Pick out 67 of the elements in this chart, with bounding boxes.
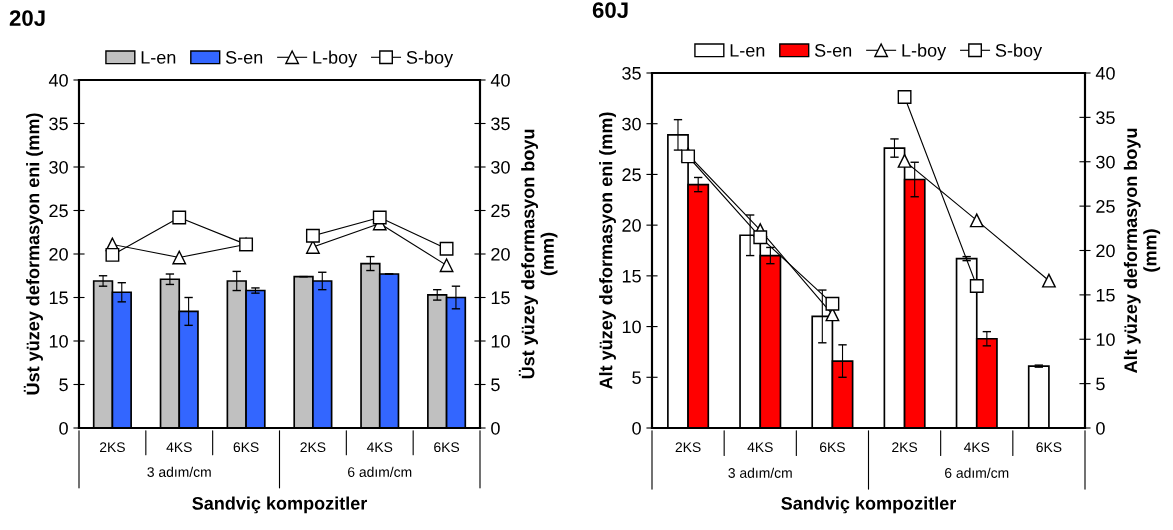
y-tick-label: 0 <box>632 421 641 435</box>
y2-tick-label: 5 <box>491 378 500 392</box>
y2-tick-label: 25 <box>491 204 510 218</box>
y2-tick-label: 35 <box>1096 111 1115 125</box>
chart-title: 60J <box>592 2 628 18</box>
legend-label: S-boy <box>406 50 454 68</box>
y2-tick-label: 10 <box>491 334 510 348</box>
y-tick-label: 35 <box>49 117 68 131</box>
legend-label: S-boy <box>995 43 1043 61</box>
text: 6 adım/cm <box>348 466 412 477</box>
y2-tick-label: 0 <box>1096 421 1105 435</box>
legend-label: S-en <box>814 44 852 57</box>
y-tick-label: 30 <box>49 160 68 174</box>
chart-title: 20J <box>9 10 45 26</box>
y2-tick-label: 15 <box>1096 289 1115 302</box>
y-tick-label: 15 <box>622 269 641 283</box>
y-axis-title: Alt yüzey deformasyon eni (mm) <box>599 112 616 389</box>
y-tick-label: 10 <box>49 334 68 348</box>
text: 3 adım/cm <box>147 466 211 477</box>
x-tick-label: 2KS <box>892 442 918 453</box>
y-tick-label: 20 <box>49 247 68 261</box>
x-axis-title: Sandviç kompozitler <box>192 496 368 514</box>
y-axis-title: Üst yüzey deformasyon eni (mm) <box>23 113 43 395</box>
y2-tick-label: 0 <box>491 421 500 435</box>
x-tick-label: 6KS <box>233 442 259 453</box>
y2-tick-label: 40 <box>1095 66 1115 80</box>
text: 6 adım/cm <box>945 467 1009 478</box>
y-tick-label: 10 <box>622 320 641 334</box>
y2-tick-label: 25 <box>1096 200 1115 213</box>
x-tick-label: 2KS <box>300 442 326 453</box>
x-tick-label: 6KS <box>434 442 460 453</box>
y2-tick-label: 20 <box>491 247 510 261</box>
x-tick-label: 4KS <box>747 442 773 453</box>
y-tick-label: 5 <box>59 378 68 392</box>
y-tick-label: 0 <box>59 421 68 435</box>
y2-tick-label: 30 <box>1096 155 1115 169</box>
x-axis-title: Sandviç kompozitler <box>781 496 957 514</box>
y-tick-label: 20 <box>622 219 641 232</box>
y-tick-label: 35 <box>622 66 641 80</box>
legend-label: L-en <box>141 51 176 64</box>
text: 3 adım/cm <box>728 467 792 478</box>
x-tick-label: 4KS <box>166 442 192 453</box>
legend-label: S-en <box>225 51 263 64</box>
y2-tick-label: 35 <box>491 117 510 131</box>
y-tick-label: 5 <box>632 371 641 385</box>
y2-tick-label: 20 <box>1096 244 1115 258</box>
y-tick-label: 15 <box>49 291 68 305</box>
legend-label: L-boy <box>902 43 947 61</box>
y2-tick-label: 15 <box>491 291 510 305</box>
x-tick-label: 2KS <box>675 442 701 453</box>
y-tick-label: 40 <box>48 73 68 87</box>
y2-tick-label: 30 <box>491 160 510 174</box>
x-tick-label: 6KS <box>820 442 845 453</box>
legend-label: L-boy <box>313 50 358 68</box>
y2-axis-title: Alt yüzey deformasyon boyu (mm) <box>1123 128 1161 373</box>
y2-tick-label: 5 <box>1096 377 1105 391</box>
x-tick-label: 2KS <box>99 442 125 453</box>
x-tick-label: 6KS <box>1036 442 1062 453</box>
y2-tick-label: 10 <box>1096 333 1115 346</box>
y2-tick-label: 40 <box>490 73 510 87</box>
y-tick-label: 25 <box>622 168 641 182</box>
y2-axis-title: Üst yüzey deformasyon boyu (mm) <box>518 129 558 379</box>
y-tick-label: 30 <box>622 117 641 131</box>
x-tick-label: 4KS <box>963 442 990 453</box>
x-tick-label: 4KS <box>366 442 393 453</box>
y-tick-label: 25 <box>49 204 68 218</box>
legend-label: L-en <box>730 44 765 57</box>
